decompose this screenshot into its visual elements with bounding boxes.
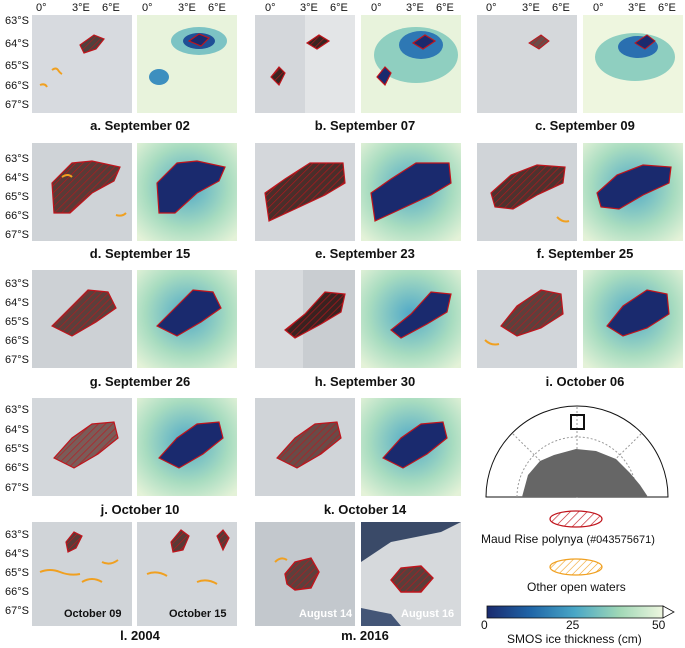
y-tick-64s: 64°S xyxy=(5,38,29,50)
x-tick-3e: 3°E xyxy=(178,2,196,14)
caption-h: h. September 30 xyxy=(314,374,416,389)
y-tick-65s: 65°S xyxy=(5,316,29,328)
y-tick-63s: 63°S xyxy=(5,529,29,541)
x-tick-0: 0° xyxy=(486,2,497,14)
caption-c: c. September 09 xyxy=(535,118,635,133)
y-tick-66s: 66°S xyxy=(5,586,29,598)
caption-b: b. September 07 xyxy=(314,118,416,133)
panel-c-smos xyxy=(583,15,683,113)
panel-g-visible xyxy=(32,270,132,368)
y-tick-65s: 65°S xyxy=(5,443,29,455)
y-tick-67s: 67°S xyxy=(5,99,29,111)
panel-k-visible xyxy=(255,398,355,496)
panel-d-visible xyxy=(32,143,132,241)
x-tick-3e: 3°E xyxy=(522,2,540,14)
colorbar-label: SMOS ice thickness (cm) xyxy=(507,632,642,646)
x-tick-0: 0° xyxy=(371,2,382,14)
x-tick-6e: 6°E xyxy=(436,2,454,14)
panel-h-smos xyxy=(361,270,461,368)
x-tick-6e: 6°E xyxy=(552,2,570,14)
x-tick-3e: 3°E xyxy=(300,2,318,14)
y-tick-66s: 66°S xyxy=(5,210,29,222)
panel-a-smos xyxy=(137,15,237,113)
x-tick-3e: 3°E xyxy=(72,2,90,14)
y-tick-64s: 64°S xyxy=(5,297,29,309)
y-tick-64s: 64°S xyxy=(5,172,29,184)
x-tick-0: 0° xyxy=(593,2,604,14)
x-tick-6e: 6°E xyxy=(658,2,676,14)
caption-i: i. October 06 xyxy=(545,374,625,389)
inset-label-aug14: August 14 xyxy=(299,608,353,620)
x-tick-3e: 3°E xyxy=(406,2,424,14)
y-tick-64s: 64°S xyxy=(5,548,29,560)
caption-a: a. September 02 xyxy=(90,118,190,133)
caption-k: k. October 14 xyxy=(323,502,407,517)
panel-m-aug14: August 14 xyxy=(255,522,355,626)
panel-b-smos xyxy=(361,15,461,113)
panel-l-oct09: October 09 xyxy=(32,522,132,626)
colorbar-tick-50: 50 xyxy=(652,618,666,632)
inset-label-oct15: October 15 xyxy=(169,608,227,620)
y-tick-66s: 66°S xyxy=(5,80,29,92)
panel-a-visible xyxy=(32,15,132,113)
y-tick-63s: 63°S xyxy=(5,153,29,165)
open-water-legend-label: Other open waters xyxy=(527,580,626,594)
y-tick-65s: 65°S xyxy=(5,567,29,579)
caption-l: l. 2004 xyxy=(120,628,160,643)
x-tick-0: 0° xyxy=(142,2,153,14)
caption-g: g. September 26 xyxy=(89,374,191,389)
panel-f-smos xyxy=(583,143,683,241)
panel-e-visible xyxy=(255,143,355,241)
polynya-legend-label: Maud Rise polynya (#043575671) xyxy=(481,532,681,546)
panel-f-visible xyxy=(477,143,577,241)
inset-label-aug16: August 16 xyxy=(401,608,455,620)
inset-label-oct09: October 09 xyxy=(64,608,122,620)
open-water-legend-swatch xyxy=(548,556,604,578)
panel-h-visible xyxy=(255,270,355,368)
y-tick-63s: 63°S xyxy=(5,278,29,290)
y-tick-67s: 67°S xyxy=(5,354,29,366)
caption-e: e. September 23 xyxy=(315,246,415,261)
panel-k-smos xyxy=(361,398,461,496)
panel-g-smos xyxy=(137,270,237,368)
panel-b-visible xyxy=(255,15,355,113)
panel-e-smos xyxy=(361,143,461,241)
panel-j-smos xyxy=(137,398,237,496)
x-tick-6e: 6°E xyxy=(330,2,348,14)
polynya-legend-name: Maud Rise polynya xyxy=(481,532,584,546)
y-tick-63s: 63°S xyxy=(5,404,29,416)
y-tick-63s: 63°S xyxy=(5,15,29,27)
y-tick-66s: 66°S xyxy=(5,335,29,347)
y-tick-66s: 66°S xyxy=(5,462,29,474)
y-tick-67s: 67°S xyxy=(5,229,29,241)
y-tick-67s: 67°S xyxy=(5,605,29,617)
panel-l-oct15: October 15 xyxy=(137,522,237,626)
polynya-legend-swatch xyxy=(548,508,604,530)
x-tick-0: 0° xyxy=(265,2,276,14)
caption-d: d. September 15 xyxy=(89,246,191,261)
y-tick-65s: 65°S xyxy=(5,60,29,72)
panel-i-visible xyxy=(477,270,577,368)
y-tick-67s: 67°S xyxy=(5,482,29,494)
smos-colorbar xyxy=(486,604,676,620)
x-tick-6e: 6°E xyxy=(208,2,226,14)
panel-d-smos xyxy=(137,143,237,241)
caption-m: m. 2016 xyxy=(341,628,389,643)
x-tick-6e: 6°E xyxy=(102,2,120,14)
panel-j-visible xyxy=(32,398,132,496)
y-tick-65s: 65°S xyxy=(5,191,29,203)
antarctica-inset-map xyxy=(484,403,670,499)
colorbar-tick-0: 0 xyxy=(481,618,488,632)
y-tick-64s: 64°S xyxy=(5,424,29,436)
caption-j: j. October 10 xyxy=(100,502,180,517)
x-tick-3e: 3°E xyxy=(628,2,646,14)
polynya-legend-id: (#043575671) xyxy=(586,534,655,546)
panel-m-aug16: August 16 xyxy=(361,522,461,626)
x-tick-0: 0° xyxy=(36,2,47,14)
colorbar-tick-25: 25 xyxy=(566,618,580,632)
panel-i-smos xyxy=(583,270,683,368)
caption-f: f. September 25 xyxy=(536,246,634,261)
panel-c-visible xyxy=(477,15,577,113)
